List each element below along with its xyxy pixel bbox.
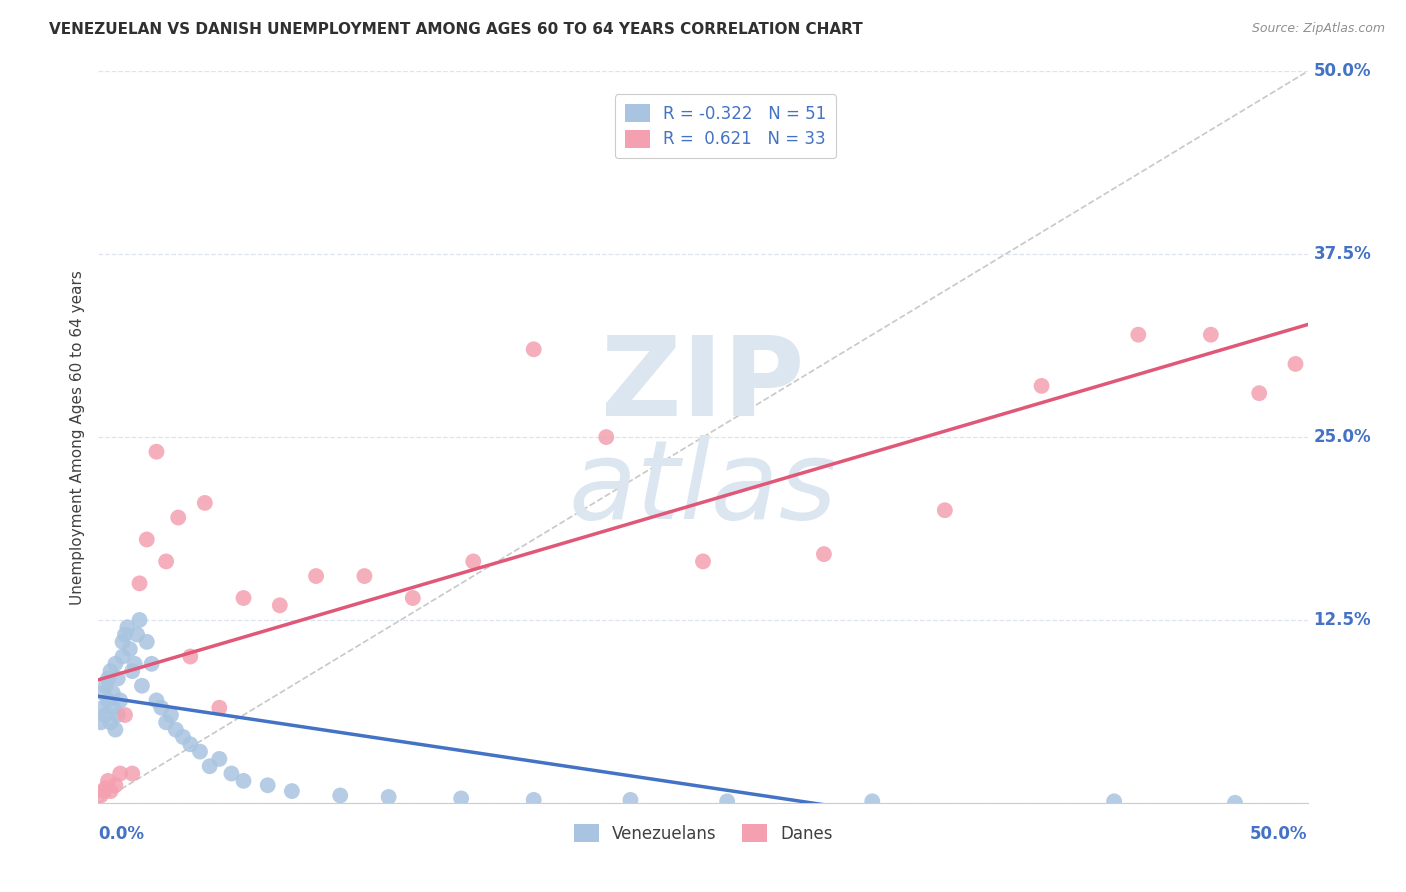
Point — [94, 708, 117, 723]
Point — [934, 503, 956, 517]
Point — [463, 554, 485, 568]
Point — [97, 693, 120, 707]
Text: 25.0%: 25.0% — [1313, 428, 1371, 446]
Point — [100, 715, 122, 730]
Point — [145, 444, 167, 458]
Point — [111, 635, 134, 649]
Point — [107, 708, 129, 723]
Point — [1031, 379, 1053, 393]
Point — [91, 686, 114, 700]
Text: 50.0%: 50.0% — [1250, 825, 1308, 843]
Point — [1284, 357, 1306, 371]
Text: 37.5%: 37.5% — [1313, 245, 1371, 263]
Point — [221, 766, 243, 780]
Point — [523, 793, 546, 807]
Point — [90, 715, 112, 730]
Point — [179, 649, 201, 664]
Point — [716, 794, 738, 808]
Text: 12.5%: 12.5% — [1313, 611, 1371, 629]
Point — [1199, 327, 1222, 342]
Point — [329, 789, 352, 803]
Point — [194, 496, 217, 510]
Point — [450, 791, 472, 805]
Point — [131, 679, 153, 693]
Point — [121, 664, 143, 678]
Point — [595, 430, 617, 444]
Point — [150, 700, 173, 714]
Point — [208, 752, 231, 766]
Point — [198, 759, 221, 773]
Point — [107, 672, 129, 686]
Point — [114, 708, 136, 723]
Y-axis label: Unemployment Among Ages 60 to 64 years: Unemployment Among Ages 60 to 64 years — [69, 269, 84, 605]
Point — [155, 715, 177, 730]
Text: VENEZUELAN VS DANISH UNEMPLOYMENT AMONG AGES 60 TO 64 YEARS CORRELATION CHART: VENEZUELAN VS DANISH UNEMPLOYMENT AMONG … — [49, 22, 863, 37]
Text: atlas: atlas — [568, 434, 838, 541]
Point — [619, 793, 641, 807]
Point — [269, 599, 291, 613]
Point — [155, 554, 177, 568]
Point — [1128, 327, 1150, 342]
Text: Source: ZipAtlas.com: Source: ZipAtlas.com — [1251, 22, 1385, 36]
Point — [305, 569, 328, 583]
Point — [118, 642, 141, 657]
Point — [813, 547, 835, 561]
Point — [104, 657, 127, 671]
Point — [100, 664, 122, 678]
Point — [1223, 796, 1246, 810]
Point — [114, 627, 136, 641]
Text: 0.0%: 0.0% — [98, 825, 145, 843]
Point — [353, 569, 375, 583]
Point — [128, 576, 150, 591]
Point — [281, 784, 304, 798]
Point — [90, 789, 112, 803]
Point — [160, 708, 183, 723]
Point — [232, 773, 254, 788]
Point — [145, 693, 167, 707]
Point — [124, 657, 146, 671]
Text: ZIP: ZIP — [602, 333, 804, 440]
Point — [97, 773, 120, 788]
Point — [135, 635, 157, 649]
Point — [1249, 386, 1271, 401]
Point — [101, 700, 124, 714]
Point — [860, 794, 883, 808]
Point — [108, 766, 131, 780]
Point — [232, 591, 254, 605]
Point — [111, 649, 134, 664]
Point — [100, 784, 122, 798]
Point — [97, 672, 120, 686]
Point — [104, 778, 127, 792]
Point — [256, 778, 278, 792]
Point — [692, 554, 714, 568]
Point — [208, 700, 231, 714]
Point — [402, 591, 425, 605]
Point — [94, 679, 117, 693]
Point — [167, 510, 190, 524]
Point — [127, 627, 149, 641]
Point — [91, 784, 114, 798]
Point — [135, 533, 157, 547]
Point — [101, 686, 124, 700]
Point — [91, 700, 114, 714]
Point — [94, 781, 117, 796]
Point — [179, 737, 201, 751]
Point — [108, 693, 131, 707]
Point — [121, 766, 143, 780]
Point — [128, 613, 150, 627]
Legend: Venezuelans, Danes: Venezuelans, Danes — [567, 817, 839, 849]
Point — [172, 730, 194, 744]
Point — [117, 620, 139, 634]
Point — [141, 657, 163, 671]
Point — [104, 723, 127, 737]
Point — [523, 343, 546, 357]
Point — [1102, 794, 1125, 808]
Point — [377, 789, 399, 804]
Point — [165, 723, 187, 737]
Point — [188, 745, 211, 759]
Text: 50.0%: 50.0% — [1313, 62, 1371, 80]
